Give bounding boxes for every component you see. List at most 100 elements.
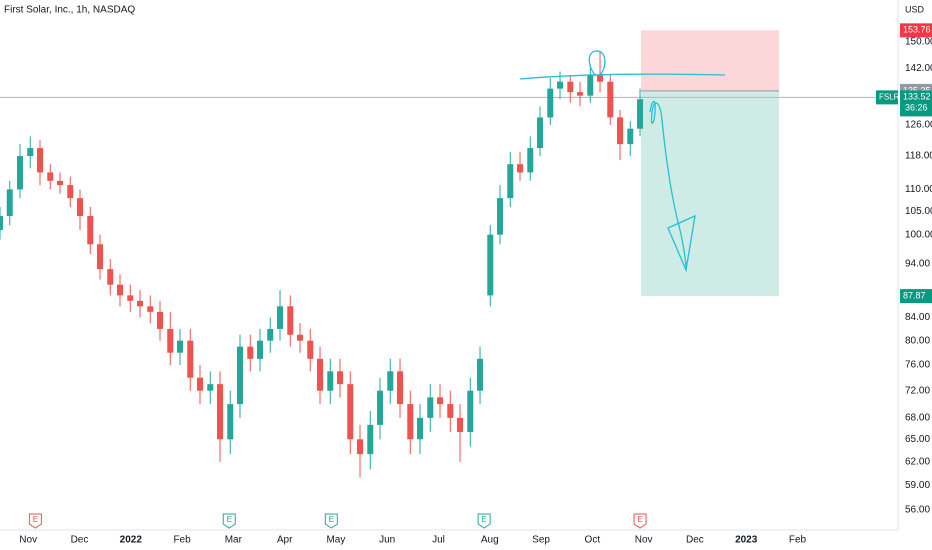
candle-body	[107, 269, 114, 285]
candle-body	[307, 340, 314, 359]
candle-body	[317, 358, 324, 391]
symbol-label: FSLR	[879, 92, 900, 101]
candle-body	[237, 346, 244, 405]
y-tick-label: 150.00	[905, 37, 932, 48]
x-tick-label: Oct	[585, 535, 601, 546]
candle-body	[477, 358, 484, 391]
candle-body	[367, 424, 374, 455]
y-tick-label: 62.00	[905, 456, 930, 467]
candle-body	[77, 198, 84, 217]
event-label: E	[637, 515, 642, 524]
candle-body	[387, 371, 394, 391]
event-badge	[324, 513, 338, 529]
candle-body	[467, 390, 474, 433]
x-tick-label: Nov	[19, 535, 37, 546]
candle-body	[627, 128, 634, 145]
last-price-label: 133.52	[903, 92, 931, 102]
candle-body	[637, 99, 644, 129]
candle-body	[257, 340, 264, 359]
stop-zone	[641, 30, 779, 91]
candle-body	[197, 377, 204, 391]
y-tick-label: 76.00	[905, 360, 930, 371]
candle-body	[87, 216, 94, 245]
candle-body	[207, 384, 214, 391]
last-price-box	[900, 90, 932, 117]
candle-body	[417, 417, 424, 440]
target-zone	[641, 90, 779, 297]
candle-body	[327, 371, 334, 391]
candle-body	[407, 404, 414, 440]
candles-layer	[0, 51, 644, 478]
candle-body	[357, 439, 364, 455]
chart-title: First Solar, Inc., 1h, NASDAQ	[4, 5, 135, 16]
candle-body	[347, 384, 354, 440]
x-tick-label: Feb	[173, 535, 191, 546]
event-badge	[222, 513, 236, 529]
event-badge	[28, 513, 42, 529]
event-badge	[477, 513, 491, 529]
arrow-drawing	[649, 100, 687, 271]
x-tick-label: Nov	[635, 535, 653, 546]
candle-body	[457, 417, 464, 433]
y-tick-label: 142.00	[905, 63, 932, 74]
target-price-label: 87.87	[903, 290, 926, 300]
candle-body	[127, 295, 134, 301]
candle-body	[617, 117, 624, 145]
candle-body	[377, 390, 384, 425]
candle-body	[487, 234, 494, 296]
y-tick-label: 72.00	[905, 385, 930, 396]
candle-body	[607, 81, 614, 118]
x-tick-label: Feb	[789, 535, 807, 546]
y-tick-label: 94.00	[905, 259, 930, 270]
candle-body	[157, 311, 164, 329]
candle-body	[507, 164, 514, 199]
currency-label: USD	[905, 4, 925, 14]
candle-body	[17, 156, 24, 190]
y-tick-label: 68.00	[905, 413, 930, 424]
overlay-layer	[0, 30, 898, 297]
candle-body	[497, 198, 504, 235]
candle-body	[277, 306, 284, 329]
x-tick-label: Jul	[432, 535, 445, 546]
y-tick-label: 126.00	[905, 120, 932, 131]
candle-body	[577, 92, 584, 96]
event-label: E	[33, 515, 38, 524]
candle-body	[67, 185, 74, 199]
candle-body	[37, 148, 44, 173]
candle-body	[187, 340, 194, 378]
entry-price-label: 135.35	[903, 85, 931, 95]
arrow-head-drawing	[667, 214, 696, 273]
candle-body	[217, 384, 224, 440]
axis-layer: 150.00 142.00 126.00 118.00 110.00 105.00 100.…	[19, 23, 932, 546]
candle-body	[227, 404, 234, 440]
x-tick-label: Dec	[686, 535, 704, 546]
candle-body	[437, 397, 444, 405]
candle-body	[57, 180, 64, 186]
candle-body	[247, 346, 254, 359]
candle-body	[337, 371, 344, 385]
candle-body	[547, 88, 554, 118]
x-tick-label: Sep	[532, 535, 550, 546]
candle-body	[287, 306, 294, 335]
event-badge	[633, 513, 647, 529]
y-tick-label: 65.00	[905, 434, 930, 445]
x-tick-label: 2022	[120, 535, 143, 546]
candle-body	[147, 306, 154, 312]
candle-body	[0, 216, 3, 230]
x-tick-label: Jun	[379, 535, 395, 546]
event-label: E	[329, 515, 334, 524]
x-tick-label: Dec	[71, 535, 89, 546]
candle-body	[517, 164, 524, 173]
x-tick-label: Mar	[225, 535, 243, 546]
symbol-box	[876, 90, 898, 105]
stop-price-label: 153.76	[903, 25, 931, 35]
candle-body	[597, 74, 604, 82]
x-tick-label: Aug	[481, 535, 499, 546]
candle-body	[297, 334, 304, 341]
candle-body	[167, 328, 174, 353]
x-tick-label: 2023	[735, 535, 758, 546]
candle-body	[137, 300, 144, 307]
x-tick-label: Apr	[277, 535, 293, 546]
